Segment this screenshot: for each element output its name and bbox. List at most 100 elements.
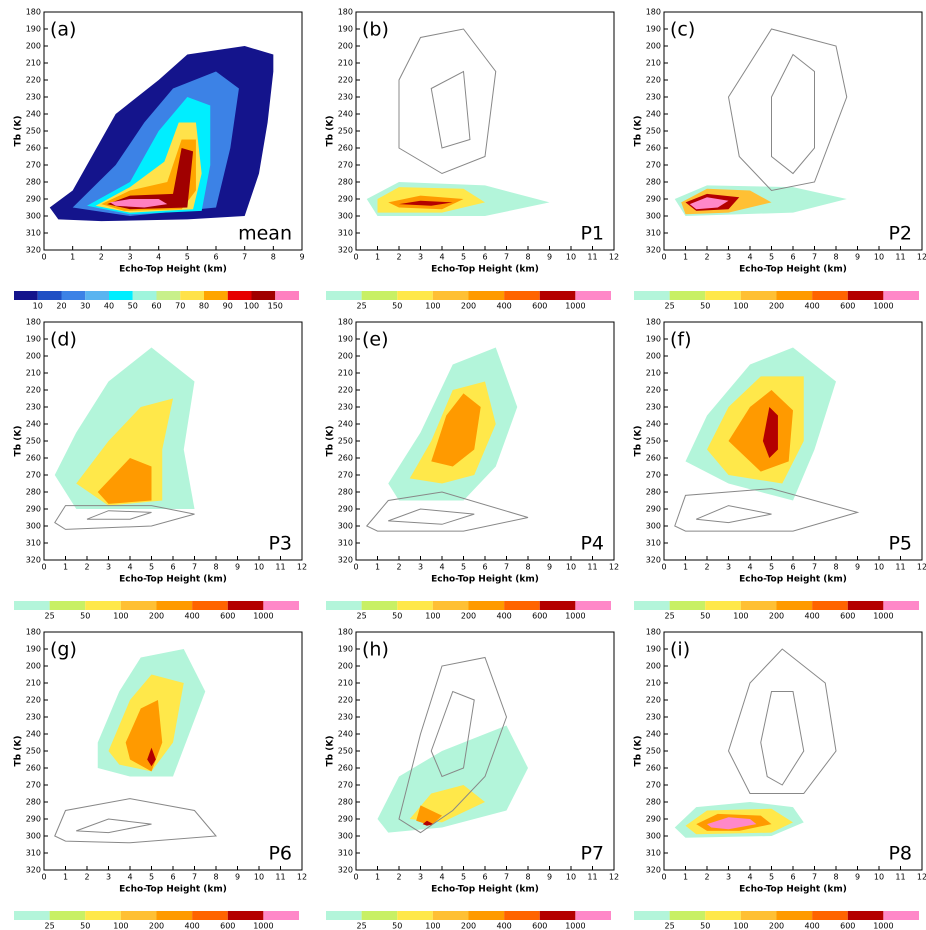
x-tick-label: 5 bbox=[149, 563, 154, 572]
y-tick-label: 240 bbox=[26, 730, 41, 739]
colorbar-label: 50 bbox=[128, 302, 138, 311]
y-tick-label: 280 bbox=[646, 178, 661, 187]
y-tick-label: 180 bbox=[26, 318, 41, 327]
y-tick-label: 210 bbox=[26, 679, 41, 688]
colorbar-label: 600 bbox=[840, 612, 855, 621]
x-tick-label: 10 bbox=[254, 563, 264, 572]
contour-fill bbox=[101, 139, 196, 211]
x-tick-label: 0 bbox=[353, 563, 358, 572]
colorbar-box bbox=[156, 601, 193, 610]
y-tick-label: 310 bbox=[338, 229, 353, 238]
x-tick-label: 2 bbox=[84, 563, 89, 572]
x-tick-label: 6 bbox=[482, 253, 487, 262]
y-tick-label: 220 bbox=[26, 386, 41, 395]
colorbar-box bbox=[883, 291, 919, 300]
contour-fill bbox=[377, 725, 528, 833]
colorbar-label: 25 bbox=[357, 302, 367, 311]
y-tick-label: 320 bbox=[26, 246, 41, 255]
y-tick-label: 300 bbox=[646, 212, 661, 221]
colorbar-label: 1000 bbox=[565, 922, 585, 930]
y-tick-label: 250 bbox=[338, 747, 353, 756]
x-tick-label: 3 bbox=[127, 253, 132, 262]
colorbar-box bbox=[14, 291, 38, 300]
x-tick-label: 7 bbox=[812, 563, 817, 572]
y-tick-label: 310 bbox=[26, 229, 41, 238]
x-tick-label: 6 bbox=[790, 563, 795, 572]
contour-line bbox=[54, 798, 218, 844]
contour-line bbox=[398, 656, 508, 834]
plot-area bbox=[674, 28, 848, 216]
y-tick-label: 240 bbox=[338, 110, 353, 119]
x-tick-label: 9 bbox=[855, 563, 860, 572]
y-tick-label: 250 bbox=[26, 437, 41, 446]
colorbar-box bbox=[85, 601, 121, 610]
colorbar-box bbox=[49, 601, 86, 610]
y-tick-label: 240 bbox=[646, 110, 661, 119]
y-tick-label: 250 bbox=[26, 127, 41, 136]
x-tick-label: 2 bbox=[396, 253, 401, 262]
y-tick-label: 280 bbox=[26, 178, 41, 187]
panel-annotation: P6 bbox=[268, 843, 292, 865]
colorbar-label: 200 bbox=[461, 612, 476, 621]
colorbar-label: 600 bbox=[220, 612, 235, 621]
x-axis-label: Echo-Top Height (km) bbox=[739, 885, 847, 895]
y-tick-label: 270 bbox=[26, 471, 41, 480]
colorbar-box bbox=[812, 291, 848, 300]
x-tick-label: 8 bbox=[525, 253, 530, 262]
colorbar-box bbox=[326, 601, 362, 610]
x-tick-label: 11 bbox=[587, 563, 597, 572]
y-tick-label: 310 bbox=[338, 849, 353, 858]
colorbar-label: 400 bbox=[804, 922, 819, 930]
x-tick-label: 0 bbox=[661, 873, 666, 882]
x-tick-label: 12 bbox=[609, 253, 619, 262]
y-tick-label: 210 bbox=[646, 369, 661, 378]
y-tick-label: 230 bbox=[646, 93, 661, 102]
x-tick-label: 0 bbox=[661, 563, 666, 572]
colorbar-box bbox=[504, 291, 540, 300]
colorbar-box bbox=[634, 291, 670, 300]
y-tick-label: 240 bbox=[646, 730, 661, 739]
x-tick-label: 11 bbox=[587, 873, 597, 882]
colorbar-label: 400 bbox=[184, 922, 199, 930]
colorbar-box bbox=[49, 911, 86, 920]
panel-label: (d) bbox=[50, 329, 77, 351]
y-tick-label: 180 bbox=[646, 318, 661, 327]
colorbar-box bbox=[883, 601, 919, 610]
x-tick-label: 10 bbox=[874, 563, 884, 572]
y-tick-label: 230 bbox=[338, 93, 353, 102]
y-tick-label: 260 bbox=[646, 764, 661, 773]
y-tick-label: 280 bbox=[26, 798, 41, 807]
colorbar-box bbox=[37, 291, 62, 300]
y-tick-label: 300 bbox=[26, 522, 41, 531]
y-tick-label: 190 bbox=[646, 25, 661, 34]
y-axis-label: Tb (K) bbox=[326, 116, 336, 147]
x-tick-label: 12 bbox=[609, 873, 619, 882]
y-axis-label: Tb (K) bbox=[14, 116, 24, 147]
x-tick-label: 2 bbox=[704, 563, 709, 572]
y-tick-label: 320 bbox=[338, 246, 353, 255]
y-tick-label: 190 bbox=[26, 335, 41, 344]
y-tick-label: 200 bbox=[26, 42, 41, 51]
y-tick-label: 260 bbox=[26, 764, 41, 773]
y-axis-label: Tb (K) bbox=[634, 426, 644, 457]
colorbar-label: 25 bbox=[665, 612, 675, 621]
x-axis-label: Echo-Top Height (km) bbox=[431, 575, 539, 585]
x-tick-label: 7 bbox=[242, 253, 247, 262]
y-tick-label: 230 bbox=[646, 403, 661, 412]
panel-annotation: P1 bbox=[580, 223, 604, 245]
y-tick-label: 310 bbox=[646, 539, 661, 548]
y-tick-label: 200 bbox=[338, 662, 353, 671]
y-tick-label: 210 bbox=[26, 369, 41, 378]
y-tick-label: 190 bbox=[646, 645, 661, 654]
y-tick-label: 180 bbox=[338, 628, 353, 637]
colorbar-label: 100 bbox=[733, 922, 748, 930]
contour-line bbox=[760, 691, 805, 786]
colorbar-label: 200 bbox=[149, 922, 164, 930]
colorbar-box bbox=[740, 601, 777, 610]
colorbar-box bbox=[227, 291, 252, 300]
y-tick-label: 190 bbox=[338, 645, 353, 654]
x-tick-label: 4 bbox=[156, 253, 161, 262]
colorbar-label: 100 bbox=[733, 302, 748, 311]
y-tick-label: 270 bbox=[338, 781, 353, 790]
colorbar-label: 50 bbox=[392, 922, 402, 930]
